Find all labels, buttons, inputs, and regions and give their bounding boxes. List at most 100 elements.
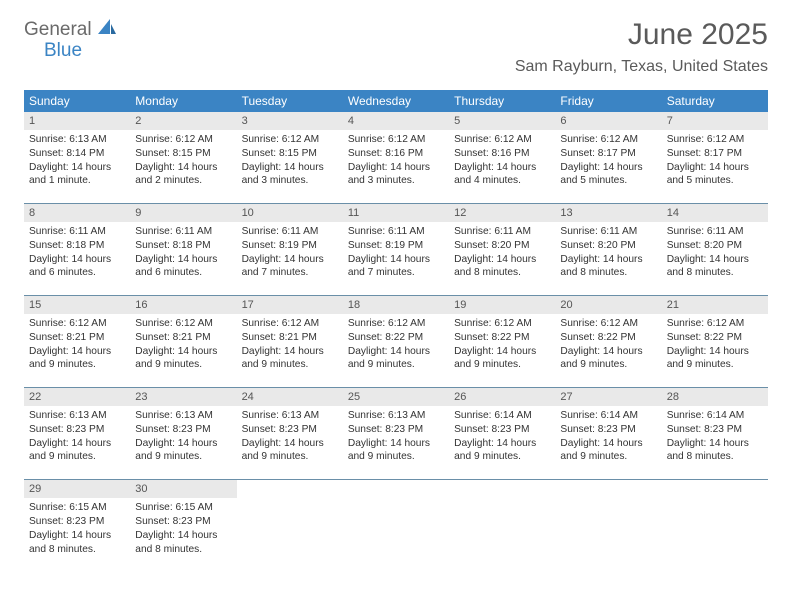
week-row: 891011121314Sunrise: 6:11 AMSunset: 8:18… — [24, 203, 768, 285]
daylight-text-2: and 9 minutes. — [242, 450, 338, 464]
daylight-text-2: and 1 minute. — [29, 174, 125, 188]
daylight-text-1: Daylight: 14 hours — [135, 529, 231, 543]
day-cell — [662, 498, 768, 561]
day-number: 5 — [449, 112, 555, 130]
sunrise-text: Sunrise: 6:13 AM — [242, 409, 338, 423]
col-thursday: Thursday — [449, 90, 555, 112]
location-text: Sam Rayburn, Texas, United States — [515, 58, 768, 76]
day-number — [237, 480, 343, 498]
sunset-text: Sunset: 8:23 PM — [135, 423, 231, 437]
day-number: 13 — [555, 204, 661, 222]
daylight-text-2: and 8 minutes. — [454, 266, 550, 280]
daylight-text-1: Daylight: 14 hours — [667, 253, 763, 267]
day-number — [662, 480, 768, 498]
sunrise-text: Sunrise: 6:12 AM — [560, 317, 656, 331]
day-number: 22 — [24, 388, 130, 406]
day-number: 7 — [662, 112, 768, 130]
col-friday: Friday — [555, 90, 661, 112]
day-number: 18 — [343, 296, 449, 314]
sunset-text: Sunset: 8:20 PM — [560, 239, 656, 253]
sunset-text: Sunset: 8:17 PM — [667, 147, 763, 161]
daylight-text-2: and 9 minutes. — [135, 450, 231, 464]
day-cell — [343, 498, 449, 561]
day-cell: Sunrise: 6:13 AMSunset: 8:23 PMDaylight:… — [24, 406, 130, 469]
day-cell: Sunrise: 6:11 AMSunset: 8:19 PMDaylight:… — [343, 222, 449, 285]
sunset-text: Sunset: 8:16 PM — [454, 147, 550, 161]
day-cell: Sunrise: 6:12 AMSunset: 8:22 PMDaylight:… — [662, 314, 768, 377]
daylight-text-2: and 3 minutes. — [242, 174, 338, 188]
daylight-text-1: Daylight: 14 hours — [135, 437, 231, 451]
daylight-text-1: Daylight: 14 hours — [29, 529, 125, 543]
sunset-text: Sunset: 8:21 PM — [29, 331, 125, 345]
day-number: 11 — [343, 204, 449, 222]
sunset-text: Sunset: 8:23 PM — [29, 423, 125, 437]
sunrise-text: Sunrise: 6:11 AM — [135, 225, 231, 239]
daylight-text-1: Daylight: 14 hours — [29, 345, 125, 359]
col-saturday: Saturday — [662, 90, 768, 112]
sunrise-text: Sunrise: 6:14 AM — [560, 409, 656, 423]
week-row: 1234567Sunrise: 6:13 AMSunset: 8:14 PMDa… — [24, 112, 768, 193]
sunrise-text: Sunrise: 6:14 AM — [667, 409, 763, 423]
daylight-text-1: Daylight: 14 hours — [348, 161, 444, 175]
daylight-text-2: and 9 minutes. — [29, 450, 125, 464]
week-row: 15161718192021Sunrise: 6:12 AMSunset: 8:… — [24, 295, 768, 377]
sunrise-text: Sunrise: 6:13 AM — [135, 409, 231, 423]
day-cell — [449, 498, 555, 561]
sunset-text: Sunset: 8:21 PM — [242, 331, 338, 345]
day-number: 10 — [237, 204, 343, 222]
header: General Blue June 2025 Sam Rayburn, Texa… — [0, 0, 792, 82]
day-number: 30 — [130, 480, 236, 498]
week-row: 22232425262728Sunrise: 6:13 AMSunset: 8:… — [24, 387, 768, 469]
daylight-text-2: and 2 minutes. — [135, 174, 231, 188]
daylight-text-2: and 5 minutes. — [560, 174, 656, 188]
sunrise-text: Sunrise: 6:11 AM — [242, 225, 338, 239]
day-number: 2 — [130, 112, 236, 130]
sunrise-text: Sunrise: 6:12 AM — [667, 317, 763, 331]
day-number: 19 — [449, 296, 555, 314]
sunset-text: Sunset: 8:19 PM — [348, 239, 444, 253]
daylight-text-2: and 9 minutes. — [135, 358, 231, 372]
daylight-text-2: and 6 minutes. — [135, 266, 231, 280]
daylight-text-1: Daylight: 14 hours — [242, 161, 338, 175]
sunset-text: Sunset: 8:23 PM — [667, 423, 763, 437]
daylight-text-1: Daylight: 14 hours — [454, 161, 550, 175]
daylight-text-2: and 8 minutes. — [29, 543, 125, 557]
daylight-text-1: Daylight: 14 hours — [135, 345, 231, 359]
day-number: 17 — [237, 296, 343, 314]
day-cell: Sunrise: 6:11 AMSunset: 8:19 PMDaylight:… — [237, 222, 343, 285]
day-cell — [555, 498, 661, 561]
daylight-text-1: Daylight: 14 hours — [667, 345, 763, 359]
sunrise-text: Sunrise: 6:11 AM — [29, 225, 125, 239]
day-cell: Sunrise: 6:13 AMSunset: 8:23 PMDaylight:… — [343, 406, 449, 469]
day-cell: Sunrise: 6:12 AMSunset: 8:22 PMDaylight:… — [343, 314, 449, 377]
sunrise-text: Sunrise: 6:11 AM — [454, 225, 550, 239]
title-block: June 2025 Sam Rayburn, Texas, United Sta… — [515, 18, 768, 76]
daylight-text-2: and 3 minutes. — [348, 174, 444, 188]
sunrise-text: Sunrise: 6:12 AM — [29, 317, 125, 331]
day-cell: Sunrise: 6:11 AMSunset: 8:20 PMDaylight:… — [449, 222, 555, 285]
daylight-text-1: Daylight: 14 hours — [242, 345, 338, 359]
day-number: 23 — [130, 388, 236, 406]
week-row: 2930Sunrise: 6:15 AMSunset: 8:23 PMDayli… — [24, 479, 768, 561]
sunset-text: Sunset: 8:15 PM — [135, 147, 231, 161]
sunrise-text: Sunrise: 6:12 AM — [454, 317, 550, 331]
day-cell: Sunrise: 6:12 AMSunset: 8:21 PMDaylight:… — [237, 314, 343, 377]
day-number: 6 — [555, 112, 661, 130]
daylight-text-1: Daylight: 14 hours — [29, 253, 125, 267]
daylight-text-2: and 9 minutes. — [560, 450, 656, 464]
sunrise-text: Sunrise: 6:12 AM — [242, 317, 338, 331]
sunrise-text: Sunrise: 6:12 AM — [242, 133, 338, 147]
col-monday: Monday — [130, 90, 236, 112]
day-number: 12 — [449, 204, 555, 222]
daylight-text-1: Daylight: 14 hours — [135, 161, 231, 175]
sunrise-text: Sunrise: 6:11 AM — [560, 225, 656, 239]
day-cell: Sunrise: 6:14 AMSunset: 8:23 PMDaylight:… — [449, 406, 555, 469]
daylight-text-2: and 6 minutes. — [29, 266, 125, 280]
sunrise-text: Sunrise: 6:12 AM — [560, 133, 656, 147]
logo-text-general: General — [24, 19, 92, 41]
daylight-text-1: Daylight: 14 hours — [29, 161, 125, 175]
daylight-text-2: and 5 minutes. — [667, 174, 763, 188]
sunset-text: Sunset: 8:23 PM — [454, 423, 550, 437]
day-number: 16 — [130, 296, 236, 314]
day-cell: Sunrise: 6:15 AMSunset: 8:23 PMDaylight:… — [130, 498, 236, 561]
